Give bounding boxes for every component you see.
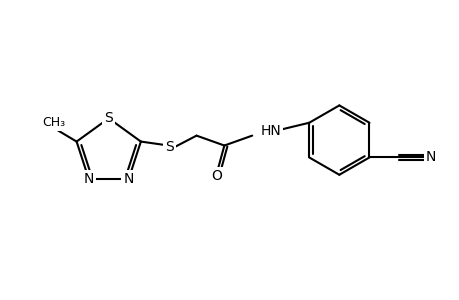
Text: N: N [84, 172, 94, 186]
Text: S: S [165, 140, 174, 154]
Text: S: S [104, 111, 113, 125]
Text: O: O [211, 169, 221, 183]
Text: N: N [425, 150, 435, 164]
Text: N: N [123, 172, 134, 186]
Text: HN: HN [260, 124, 280, 138]
Text: CH₃: CH₃ [42, 116, 65, 129]
